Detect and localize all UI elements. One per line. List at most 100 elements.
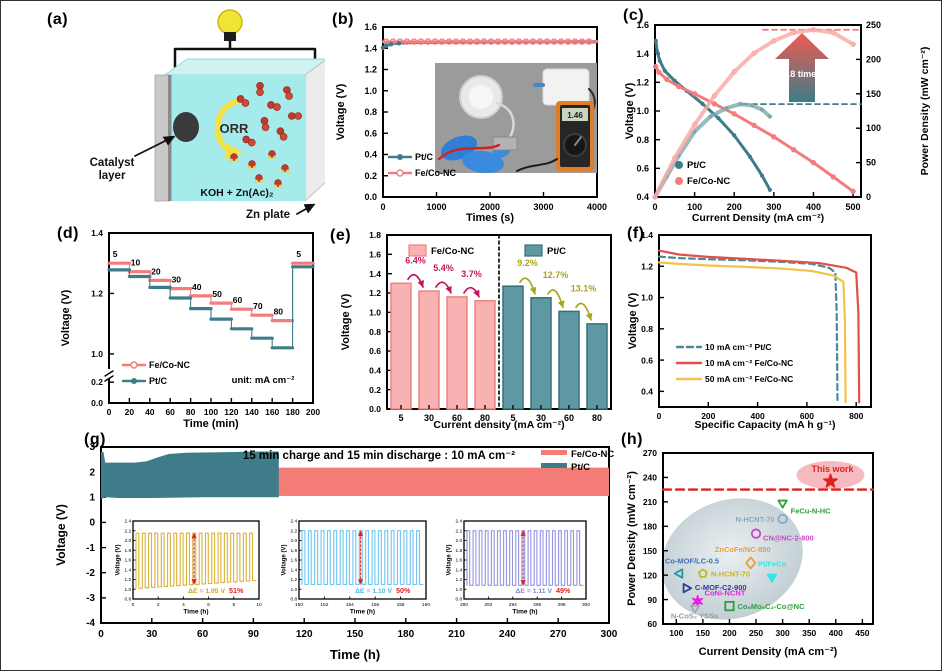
svg-text:400: 400 [806,202,821,212]
svg-text:1.2: 1.2 [636,78,649,88]
svg-text:2.0: 2.0 [456,538,463,544]
drop-percentage: 9.2% [517,258,538,268]
point-label: N-HCNT-70 [735,515,774,524]
charger-box-icon [542,68,590,106]
svg-text:0.8: 0.8 [641,324,653,334]
svg-text:450: 450 [855,628,869,638]
svg-text:30: 30 [146,629,158,640]
svg-text:1.4: 1.4 [456,567,463,573]
svg-text:0.2: 0.2 [91,377,103,387]
efficiency-label: 51% [229,586,244,595]
svg-text:0: 0 [866,192,871,202]
current-step-label: 5 [296,249,301,259]
svg-text:0.2: 0.2 [369,385,381,395]
svg-text:30: 30 [536,413,546,423]
svg-text:-4: -4 [86,618,95,629]
svg-text:1.6: 1.6 [369,250,381,260]
svg-text:8: 8 [232,602,235,608]
svg-text:10: 10 [256,602,262,608]
drop-percentage: 3.7% [461,269,482,279]
legend-item: 10 mA cm⁻² Fe/Co-NC [705,358,793,368]
bars-fe-co-nc [390,282,496,410]
svg-text:80: 80 [186,407,196,417]
svg-text:4: 4 [182,602,185,608]
current-step-label: 5 [113,249,118,259]
battery-photo-inset: 1.46 [435,63,597,173]
svg-text:2: 2 [157,602,160,608]
delta-e-label: ΔE = 1.10 V [355,588,392,595]
svg-text:0: 0 [380,202,385,212]
current-step-label: 30 [172,275,182,285]
legend-ptc: Pt/C [571,462,590,473]
svg-text:60: 60 [648,619,658,629]
svg-text:0.8: 0.8 [291,597,298,603]
svg-text:120: 120 [296,629,313,640]
x-axis-label: Time (min) [183,418,239,430]
svg-text:200: 200 [727,202,742,212]
improvement-arrow-icon [775,33,829,102]
svg-text:1.0: 1.0 [364,86,377,96]
series-fe-co-nc-voltage [654,65,855,193]
svg-text:3: 3 [89,442,95,453]
current-step-label: 20 [151,266,161,276]
cycling-stability-chart: 0 30 60 90 120 150 180 210 240 270 3003210-1-2-3-4… [54,442,618,662]
svg-text:800: 800 [849,411,863,421]
x-axis-label: Current Density (mA cm⁻²) [692,212,824,224]
svg-text:Time (h): Time (h) [183,609,208,616]
svg-text:2.4: 2.4 [125,519,132,525]
svg-text:2.2: 2.2 [291,528,298,534]
literature-comparison-scatter: 100 150 200 250 300 350 400 450 60 90 120 150 180 210… [626,448,875,658]
panel-d-rate-chart: 0 20 40 60 80 100 120 140 160 180 200 0.0 0.2 1.0 1.2 1… [17,225,323,435]
svg-text:50: 50 [866,158,876,168]
svg-text:1.2: 1.2 [641,261,653,271]
svg-text:2.2: 2.2 [456,528,463,534]
specific-capacity-chart: 0 200 400 600 800 0.4 0.6 0.8 1.0 1.2 1.4 Specific … [627,230,872,431]
series-10-ma-cm-fe-co-nc [657,249,861,404]
svg-text:296: 296 [533,602,541,608]
svg-text:200: 200 [701,411,715,421]
svg-text:500: 500 [846,202,861,212]
zn-plate-label: Zn plate [246,209,290,221]
x-axis-label: Specific Capacity (mA h g⁻¹) [694,419,835,431]
svg-text:0.6: 0.6 [369,346,381,356]
svg-text:1.4: 1.4 [125,567,132,573]
svg-text:100: 100 [687,202,702,212]
svg-text:0: 0 [652,202,657,212]
point-label: CoNi-NCNT [705,589,746,598]
svg-text:2: 2 [89,467,95,478]
legend-item: 10 mA cm⁻² Pt/C [705,342,772,352]
svg-text:0.6: 0.6 [364,128,377,138]
svg-text:-3: -3 [86,593,95,604]
svg-text:350: 350 [802,628,816,638]
svg-text:100: 100 [866,123,881,133]
charge-discharge-wave [301,530,424,585]
y-axis-label: Voltage (V) [60,289,72,346]
panel-c-polarization-chart: 0 100 200 300 400 500 0.4 0.6 0.8 1.0 1.2 1.4 1.6 0 50… [623,5,941,227]
svg-text:60: 60 [165,407,175,417]
open-circuit-voltage-chart: 0 1000 2000 3000 4000 0.0 0.2 0.4 0.6 0.8 1.0 1.2 1.… [335,22,607,224]
point-label: N-CoS₂ YSSs [671,612,718,621]
svg-text:5: 5 [510,413,515,423]
svg-text:1.0: 1.0 [369,308,381,318]
cycling-inset-3: 290 292 294 296 298 300 0.8 1.0 1.2 1.4 1.6 1.8 2.0 2… [447,519,591,616]
svg-text:270: 270 [643,448,657,458]
svg-text:80: 80 [480,413,490,423]
cycling-inset-1: 0 2 4 6 8 10 0.8 1.0 1.2 1.4 1.6 1.8 2.0 2.2 2.4 Time (… [116,519,262,616]
charge-discharge-wave [135,532,257,589]
svg-text:180: 180 [643,521,657,531]
legend-feconc: Fe/Co-NC [431,246,474,257]
svg-text:Voltage (V): Voltage (V) [282,545,288,576]
svg-text:1.4: 1.4 [91,228,103,238]
svg-text:1.2: 1.2 [125,577,132,583]
svg-text:1.0: 1.0 [91,349,103,359]
svg-text:154: 154 [346,602,354,608]
catalyst-layer-label: Catalyst [90,157,135,169]
svg-text:90: 90 [648,595,658,605]
svg-text:1.4: 1.4 [291,567,298,573]
svg-text:300: 300 [776,628,790,638]
y-axis-label-right: Power Density (mW cm⁻²) [919,47,931,176]
panel-c-tag: (c) [623,7,645,24]
polarization-power-chart: 0 100 200 300 400 500 0.4 0.6 0.8 1.0 1.2 1.4 1.6 0 50… [624,20,931,224]
